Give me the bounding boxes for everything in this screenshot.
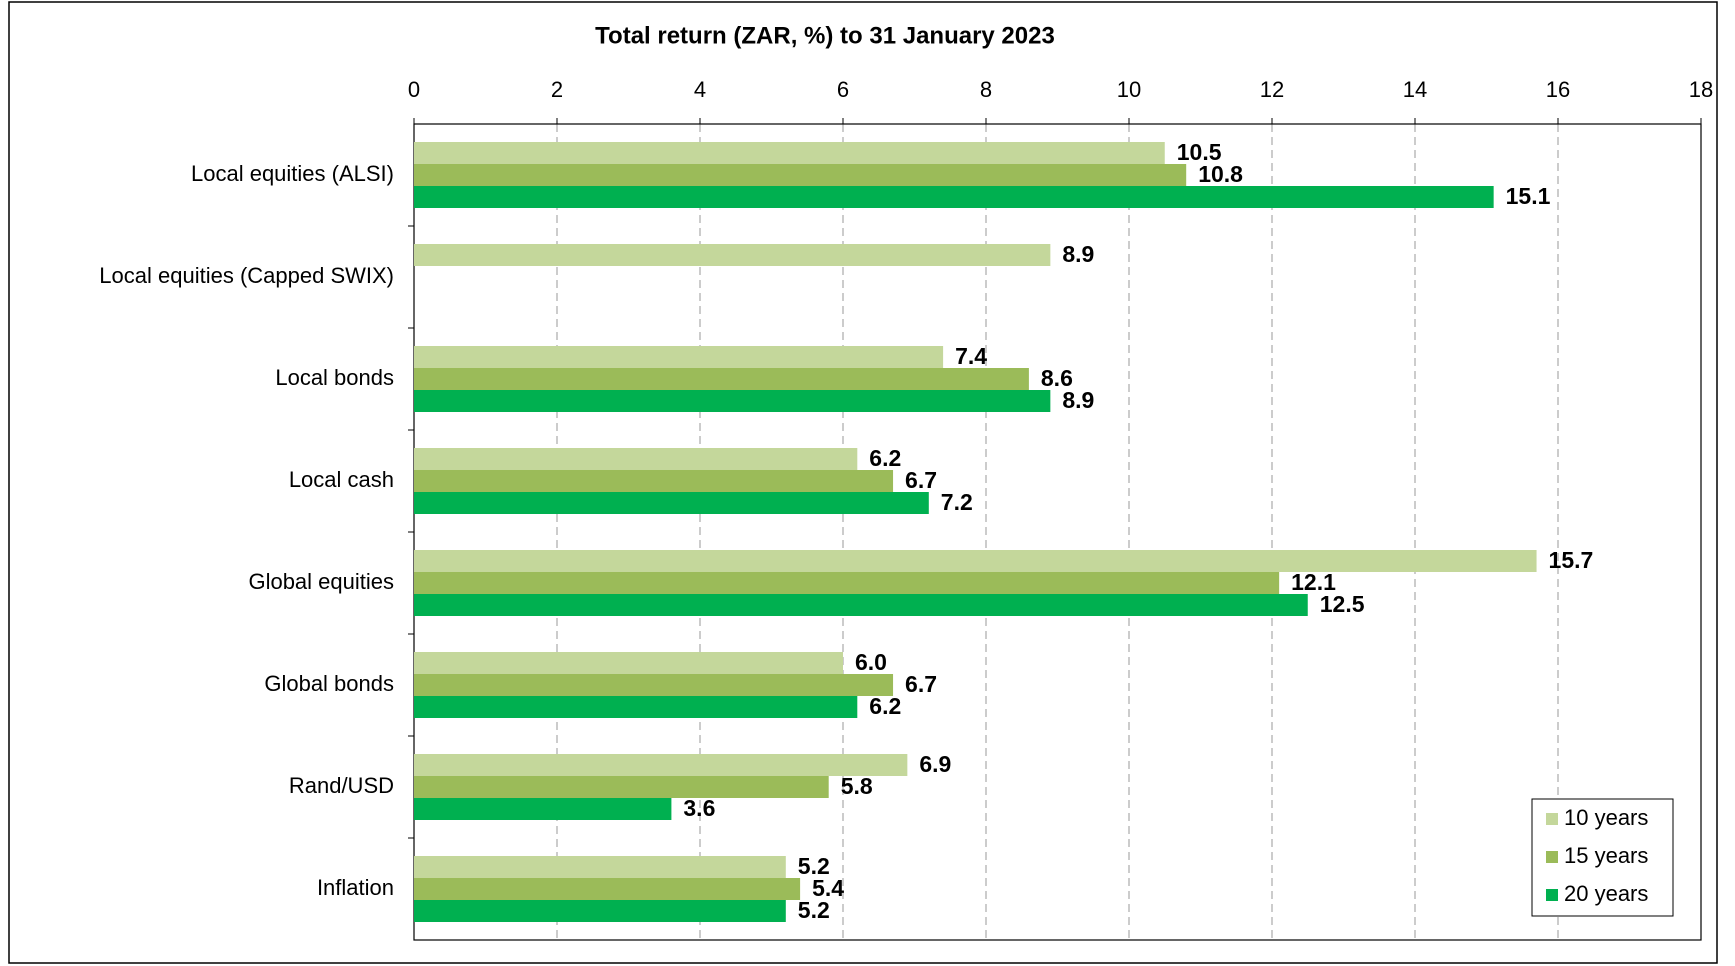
bar [414, 244, 1051, 266]
legend-label: 15 years [1564, 843, 1648, 868]
legend-label: 10 years [1564, 805, 1648, 830]
x-tick-label: 4 [694, 77, 706, 102]
value-label: 10.8 [1198, 161, 1243, 187]
bar [414, 164, 1187, 186]
value-label: 5.2 [798, 897, 830, 923]
y-tick-label: Rand/USD [289, 773, 394, 798]
bar [414, 448, 858, 470]
y-tick-label: Inflation [317, 875, 394, 900]
bar [414, 878, 801, 900]
bar [414, 186, 1494, 208]
value-label: 6.7 [905, 671, 937, 697]
bar [414, 142, 1165, 164]
bar [414, 776, 829, 798]
x-tick-label: 6 [837, 77, 849, 102]
x-tick-label: 12 [1260, 77, 1284, 102]
y-tick-label: Global bonds [264, 671, 394, 696]
value-label: 8.6 [1041, 365, 1073, 391]
value-label: 5.8 [841, 773, 873, 799]
value-label: 7.4 [955, 343, 987, 369]
value-label: 6.2 [869, 445, 901, 471]
y-tick-label: Local cash [289, 467, 394, 492]
bar [414, 594, 1308, 616]
value-label: 3.6 [683, 795, 715, 821]
y-tick-label: Global equities [248, 569, 394, 594]
bar [414, 390, 1051, 412]
x-tick-label: 2 [551, 77, 563, 102]
value-label: 15.7 [1549, 547, 1594, 573]
bar [414, 900, 786, 922]
legend-label: 20 years [1564, 881, 1648, 906]
y-tick-label: Local bonds [275, 365, 394, 390]
legend-swatch [1546, 889, 1558, 901]
bar [414, 754, 908, 776]
bar [414, 492, 929, 514]
value-label: 12.5 [1320, 591, 1365, 617]
bar [414, 470, 894, 492]
bar [414, 696, 858, 718]
x-tick-label: 14 [1403, 77, 1427, 102]
value-label: 15.1 [1506, 183, 1551, 209]
value-label: 12.1 [1291, 569, 1336, 595]
value-label: 8.9 [1062, 241, 1094, 267]
bar [414, 674, 894, 696]
x-tick-label: 10 [1117, 77, 1141, 102]
bar [414, 798, 672, 820]
bar [414, 346, 944, 368]
value-label: 6.0 [855, 649, 887, 675]
value-label: 7.2 [941, 489, 973, 515]
bar [414, 550, 1537, 572]
y-tick-label: Local equities (Capped SWIX) [99, 263, 394, 288]
value-label: 5.4 [812, 875, 844, 901]
bar [414, 572, 1280, 594]
bar [414, 652, 843, 674]
legend-swatch [1546, 851, 1558, 863]
value-label: 6.9 [919, 751, 951, 777]
value-label: 6.2 [869, 693, 901, 719]
x-tick-label: 18 [1689, 77, 1713, 102]
value-label: 5.2 [798, 853, 830, 879]
legend-swatch [1546, 813, 1558, 825]
y-tick-label: Local equities (ALSI) [191, 161, 394, 186]
value-label: 8.9 [1062, 387, 1094, 413]
chart-title: Total return (ZAR, %) to 31 January 2023 [595, 22, 1055, 49]
chart-border [8, 1, 1718, 964]
bar [414, 856, 786, 878]
bar [414, 368, 1029, 390]
value-label: 10.5 [1177, 139, 1222, 165]
x-tick-label: 8 [980, 77, 992, 102]
x-tick-label: 0 [408, 77, 420, 102]
value-label: 6.7 [905, 467, 937, 493]
x-tick-label: 16 [1546, 77, 1570, 102]
